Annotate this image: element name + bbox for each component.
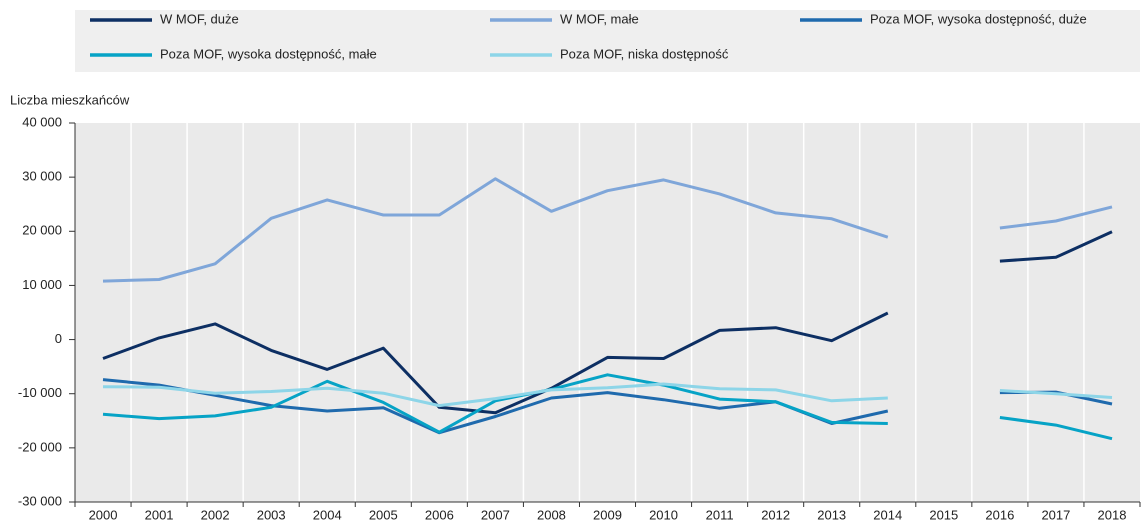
series-line (102, 373, 1113, 441)
x-tick-label: 2009 (593, 507, 622, 522)
y-tick-label: 30 000 (22, 169, 62, 184)
x-tick-label: 2017 (1041, 507, 1070, 522)
x-tick-label: 2003 (257, 507, 286, 522)
plot-background (75, 123, 1140, 502)
y-tick-label: -10 000 (18, 385, 62, 400)
x-tick-label: 2011 (706, 507, 734, 522)
x-tick-label: 2008 (537, 507, 566, 522)
legend-label: W MOF, duże (160, 11, 239, 26)
legend-background (75, 10, 1140, 72)
x-tick-label: 2016 (985, 507, 1014, 522)
series-line (102, 382, 1113, 408)
legend-label: W MOF, małe (560, 11, 639, 26)
x-tick-label: 2018 (1098, 507, 1127, 522)
y-tick-label: 40 000 (22, 114, 62, 129)
x-tick-label: 2014 (873, 507, 902, 522)
y-tick-label: -30 000 (18, 493, 62, 508)
series-line (102, 230, 1113, 415)
x-tick-label: 2002 (201, 507, 230, 522)
legend-label: Poza MOF, wysoka dostępność, małe (160, 46, 377, 61)
x-tick-label: 2007 (481, 507, 510, 522)
x-tick-label: 2001 (145, 507, 174, 522)
series-line (102, 177, 1113, 283)
y-tick-label: 0 (55, 331, 62, 346)
y-tick-label: -20 000 (18, 439, 62, 454)
x-tick-label: 2015 (929, 507, 958, 522)
x-tick-label: 2000 (89, 507, 118, 522)
y-tick-label: 20 000 (22, 223, 62, 238)
y-axis-label: Liczba mieszkańców (10, 92, 130, 107)
x-tick-label: 2013 (817, 507, 846, 522)
x-tick-label: 2010 (649, 507, 678, 522)
y-tick-label: 10 000 (22, 277, 62, 292)
x-tick-label: 2004 (313, 507, 342, 522)
legend-label: Poza MOF, wysoka dostępność, duże (870, 11, 1087, 26)
legend-label: Poza MOF, niska dostępność (560, 46, 729, 61)
x-tick-label: 2005 (369, 507, 398, 522)
x-tick-label: 2012 (761, 507, 790, 522)
x-tick-label: 2006 (425, 507, 454, 522)
